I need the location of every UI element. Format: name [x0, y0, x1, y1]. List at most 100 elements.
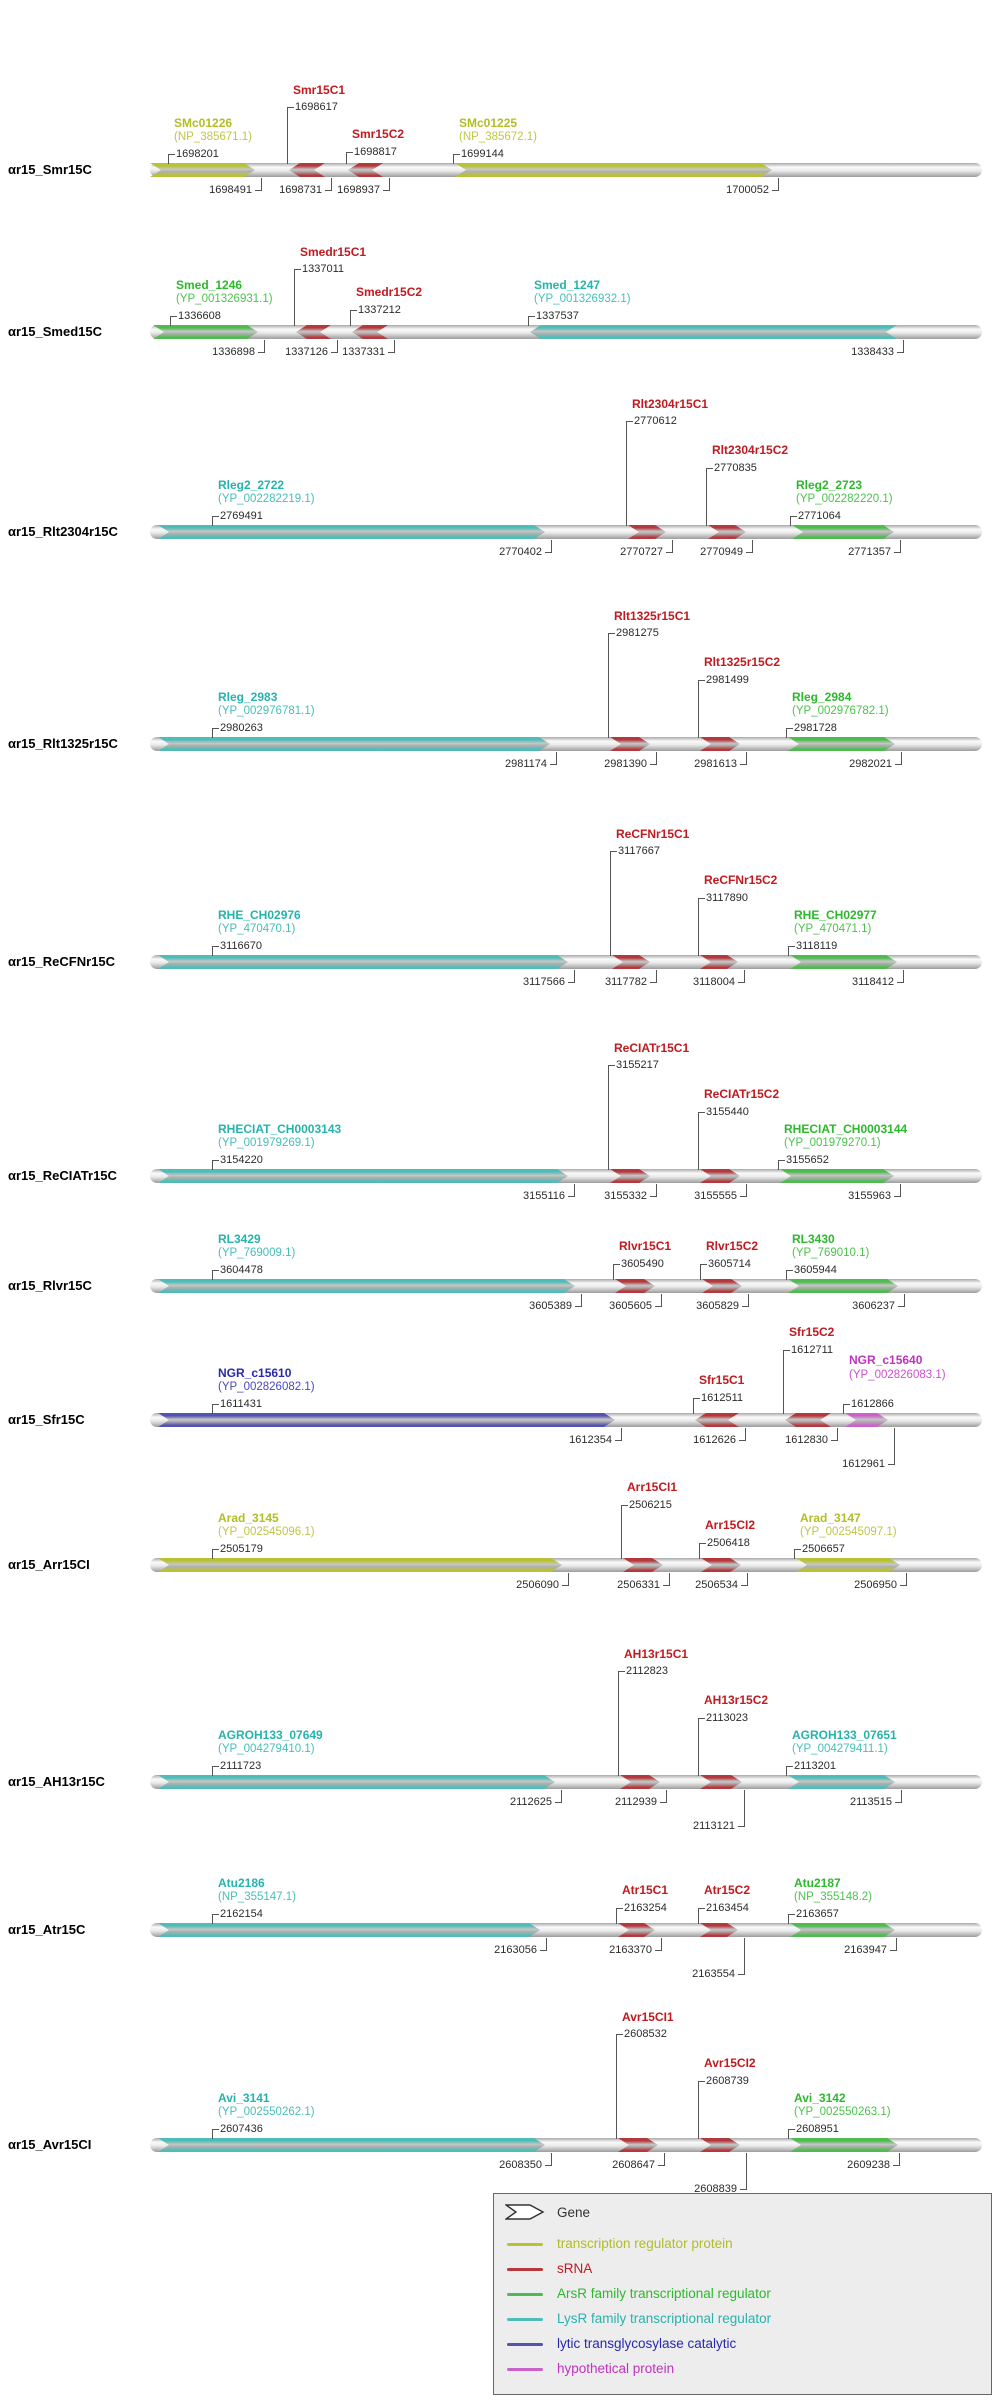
coord-end: 1698731: [279, 184, 322, 196]
coord-end-tick: [650, 1184, 657, 1197]
coord-end: 1337126: [285, 346, 328, 358]
coord-start: 2980263: [220, 722, 263, 734]
locus-label: αr15_Rlvr15C: [8, 1278, 92, 1293]
srna-arrow-Rlvr15C2: [702, 1279, 742, 1293]
coord-start: 2506215: [629, 1499, 672, 1511]
legend-color-line-transcription_regulator: [507, 2243, 543, 2246]
legend-item-label: sRNA: [557, 2261, 593, 2276]
locus-label: αr15_ReCFNr15C: [8, 954, 115, 969]
feature-name: Rleg_2983: [218, 690, 278, 704]
coord-start-tick: [788, 2129, 795, 2139]
gene-arrow-RHE_CH02977: [790, 955, 897, 969]
coord-start-tick: [618, 1671, 625, 1776]
coord-end: 3155555: [694, 1190, 737, 1202]
coord-end-tick: [550, 752, 557, 765]
coord-start-tick: [287, 107, 294, 164]
coord-start: 1699144: [461, 148, 504, 160]
feature-accession: (YP_002550262.1): [218, 2106, 315, 2118]
feature-name: Smr15C2: [352, 127, 405, 141]
coord-start: 1337011: [302, 263, 345, 275]
gene-arrow-Rleg2_2723: [792, 525, 894, 539]
gene-arrow-RHECIAT_CH0003144: [780, 1169, 894, 1183]
feature-accession: (YP_470470.1): [218, 923, 296, 935]
locus-label: αr15_Rlt1325r15C: [8, 736, 118, 751]
coord-end-tick: [831, 1428, 838, 1441]
coord-start: 3117667: [618, 845, 661, 857]
coord-start-tick: [698, 1112, 705, 1170]
coord-start-tick: [786, 728, 793, 738]
coord-end-tick: [897, 340, 904, 353]
coord-end-tick: [655, 1294, 662, 1307]
coord-end-tick: [663, 1573, 670, 1586]
feature-accession: (YP_002826082.1): [218, 1381, 315, 1393]
coord-end: 3155332: [604, 1190, 647, 1202]
srna-arrow-Rlt2304r15C1: [628, 525, 666, 539]
coord-end: 2770949: [700, 546, 743, 558]
feature-name: RL3430: [792, 1232, 835, 1246]
coord-start: 1337537: [536, 310, 579, 322]
feature-name: Atu2186: [218, 1876, 265, 1890]
locus-label: αr15_Rlt2304r15C: [8, 524, 118, 539]
coord-start: 2981728: [794, 722, 837, 734]
coord-end: 1338433: [851, 346, 894, 358]
coord-end-tick: [568, 1184, 575, 1197]
gene-arrow-NGR_c15640: [845, 1413, 888, 1427]
feature-name: SMc01226: [174, 116, 233, 130]
coord-start-tick: [698, 680, 705, 738]
coord-end: 2163947: [844, 1944, 887, 1956]
coord-end: 2982021: [849, 758, 892, 770]
coord-start-tick: [706, 468, 713, 526]
coord-end: 2506331: [617, 1579, 660, 1591]
coord-end-tick: [894, 1184, 901, 1197]
feature-name: Atr15C2: [704, 1883, 751, 1897]
coord-start: 1698817: [354, 146, 397, 158]
coord-end-tick: [655, 1938, 662, 1951]
feature-accession: (YP_769009.1): [218, 1247, 296, 1259]
coord-start: 3604478: [220, 1264, 263, 1276]
coord-start: 3155652: [786, 1154, 829, 1166]
feature-name: Rlt1325r15C2: [704, 655, 781, 669]
feature-name: AGROH133_07651: [792, 1728, 897, 1742]
coord-end-tick: [738, 970, 745, 983]
coord-end: 1698937: [337, 184, 380, 196]
coord-end: 2163056: [494, 1944, 537, 1956]
feature-accession: (YP_002545096.1): [218, 1526, 315, 1538]
feature-accession: (YP_004279411.1): [792, 1743, 888, 1755]
coord-end-tick: [890, 1938, 897, 1951]
coord-end-tick: [545, 2153, 552, 2166]
coord-end-tick: [331, 340, 338, 353]
coord-end-tick: [660, 1790, 667, 1803]
coord-end-tick: [650, 752, 657, 765]
coord-end-tick: [895, 1790, 902, 1803]
coord-end-tick: [746, 540, 753, 553]
feature-name: Avr15CI1: [622, 2010, 674, 2024]
coord-start-tick: [786, 1766, 793, 1776]
gene-arrow-SMc01225: [455, 163, 772, 177]
coord-start-tick: [621, 1505, 628, 1559]
coord-start: 2163454: [706, 1902, 749, 1914]
gene-arrow-NGR_c15610: [158, 1413, 615, 1427]
coord-start: 2506418: [707, 1537, 750, 1549]
coord-end-tick: [898, 1294, 905, 1307]
feature-name: Arr15CI1: [627, 1480, 678, 1494]
coord-end: 2770727: [620, 546, 663, 558]
feature-name: AH13r15C2: [704, 1693, 769, 1707]
feature-name: Rleg2_2723: [796, 478, 863, 492]
coord-start: 1612866: [851, 1398, 894, 1410]
feature-name: RHE_CH02976: [218, 908, 301, 922]
gene-arrow-AGROH133_07649: [158, 1775, 555, 1789]
locus-label: αr15_Smed15C: [8, 324, 102, 339]
coord-start-tick: [170, 316, 177, 326]
coord-end: 2770402: [499, 546, 542, 558]
coord-end-tick: [888, 1428, 895, 1465]
coord-start-tick: [778, 1160, 785, 1170]
coord-end: 2608350: [499, 2159, 542, 2171]
srna-arrow-Sfr15C1: [695, 1413, 739, 1427]
coord-start: 3605490: [621, 1258, 664, 1270]
coord-end: 2608647: [612, 2159, 655, 2171]
coord-start-tick: [212, 2129, 219, 2139]
gene-arrow-RHE_CH02976: [158, 955, 568, 969]
coord-start-tick: [212, 1766, 219, 1776]
gene-arrow-Rleg_2983: [158, 737, 550, 751]
coord-end: 2112939: [614, 1796, 657, 1808]
